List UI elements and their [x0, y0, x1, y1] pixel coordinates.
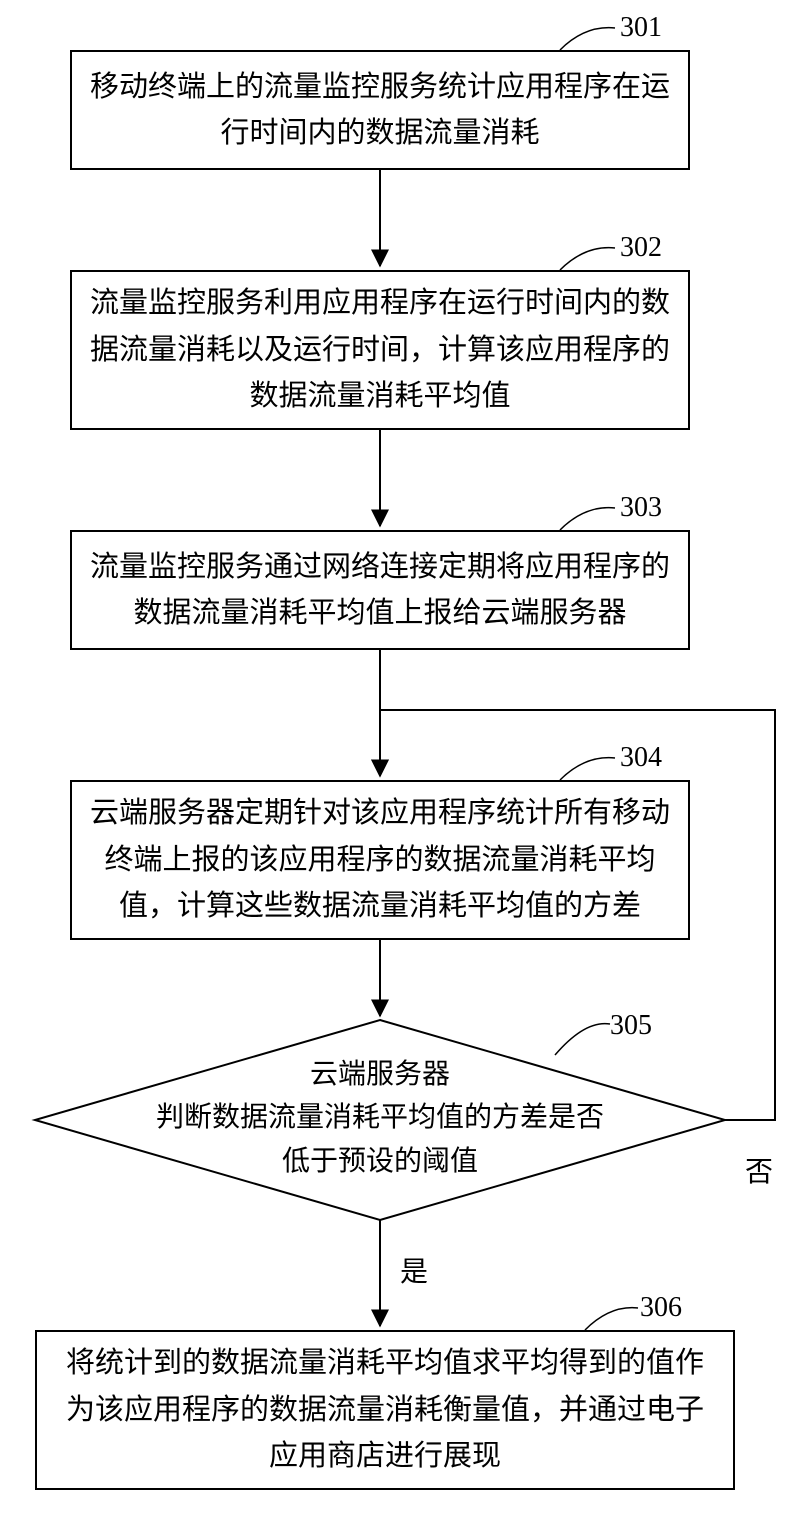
step-302-text: 流量监控服务利用应用程序在运行时间内的数据流量消耗以及运行时间，计算该应用程序的… — [90, 280, 670, 419]
step-304-text: 云端服务器定期针对该应用程序统计所有移动终端上报的该应用程序的数据流量消耗平均值… — [90, 790, 670, 929]
label-303-text: 303 — [620, 492, 662, 523]
decision-305-line3: 低于预设的阈值 — [120, 1140, 640, 1183]
step-301-text: 移动终端上的流量监控服务统计应用程序在运行时间内的数据流量消耗 — [90, 64, 670, 157]
edge-label-no-text: 否 — [745, 1157, 773, 1188]
edge-label-yes: 是 — [400, 1250, 428, 1290]
decision-305-line2: 判断数据流量消耗平均值的方差是否 — [120, 1096, 640, 1139]
flowchart-canvas: 移动终端上的流量监控服务统计应用程序在运行时间内的数据流量消耗 301 流量监控… — [0, 0, 800, 1516]
decision-305-line1: 云端服务器 — [120, 1053, 640, 1096]
label-302: 302 — [620, 232, 662, 264]
label-305-text: 305 — [610, 1010, 652, 1041]
label-306: 306 — [640, 1292, 682, 1324]
label-304-text: 304 — [620, 742, 662, 773]
edge-label-no: 否 — [745, 1150, 773, 1190]
step-301: 移动终端上的流量监控服务统计应用程序在运行时间内的数据流量消耗 — [70, 50, 690, 170]
label-302-text: 302 — [620, 232, 662, 263]
label-303: 303 — [620, 492, 662, 524]
edge-label-yes-text: 是 — [400, 1257, 428, 1288]
label-305: 305 — [610, 1010, 652, 1042]
label-301-text: 301 — [620, 12, 662, 43]
label-306-text: 306 — [640, 1292, 682, 1323]
step-306-text: 将统计到的数据流量消耗平均值求平均得到的值作为该应用程序的数据流量消耗衡量值，并… — [55, 1340, 715, 1479]
label-304: 304 — [620, 742, 662, 774]
step-304: 云端服务器定期针对该应用程序统计所有移动终端上报的该应用程序的数据流量消耗平均值… — [70, 780, 690, 940]
step-306: 将统计到的数据流量消耗平均值求平均得到的值作为该应用程序的数据流量消耗衡量值，并… — [35, 1330, 735, 1490]
step-302: 流量监控服务利用应用程序在运行时间内的数据流量消耗以及运行时间，计算该应用程序的… — [70, 270, 690, 430]
step-303: 流量监控服务通过网络连接定期将应用程序的数据流量消耗平均值上报给云端服务器 — [70, 530, 690, 650]
decision-305-text: 云端服务器 判断数据流量消耗平均值的方差是否 低于预设的阈值 — [120, 1053, 640, 1183]
label-301: 301 — [620, 12, 662, 44]
step-303-text: 流量监控服务通过网络连接定期将应用程序的数据流量消耗平均值上报给云端服务器 — [90, 544, 670, 637]
